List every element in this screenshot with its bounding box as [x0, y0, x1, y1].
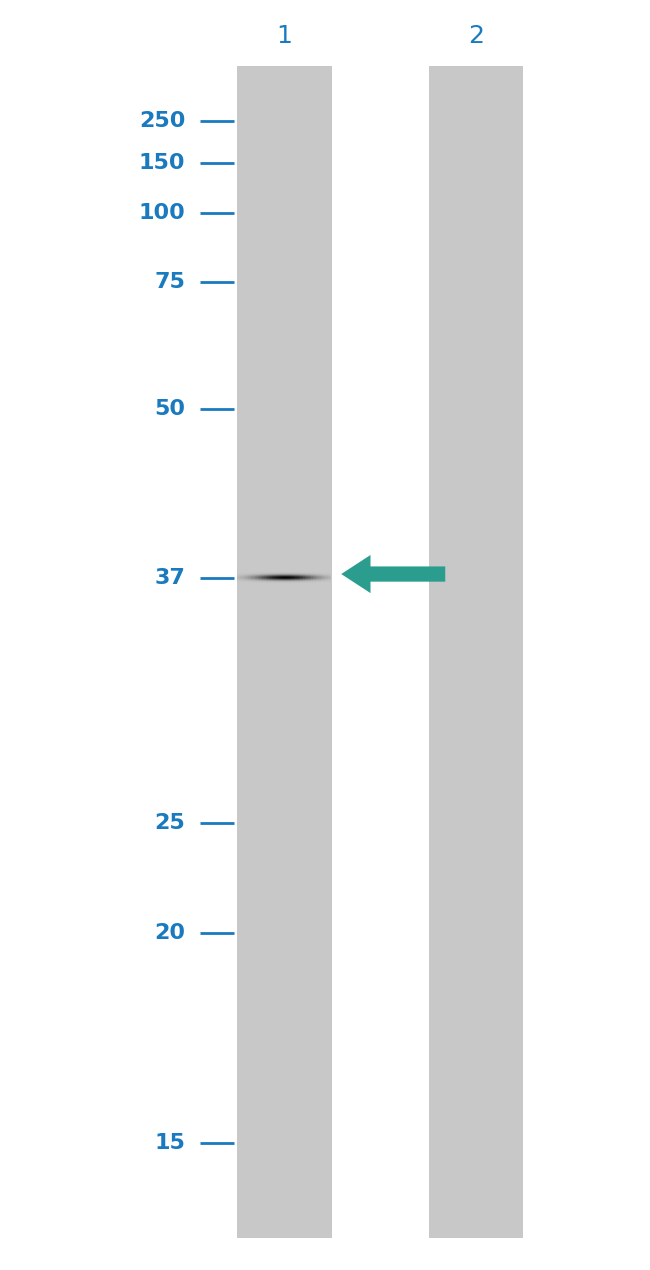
- FancyArrow shape: [341, 555, 445, 593]
- Text: 100: 100: [138, 203, 185, 224]
- Text: 2: 2: [468, 24, 484, 47]
- Text: 1: 1: [276, 24, 292, 47]
- Text: 37: 37: [154, 568, 185, 588]
- Text: 75: 75: [154, 272, 185, 292]
- Text: 20: 20: [154, 923, 185, 944]
- Text: 50: 50: [154, 399, 185, 419]
- Text: 250: 250: [139, 110, 185, 131]
- Text: 25: 25: [155, 813, 185, 833]
- Text: 150: 150: [138, 152, 185, 173]
- Bar: [429, 66, 523, 1238]
- Bar: [237, 66, 332, 1238]
- Text: 15: 15: [154, 1133, 185, 1153]
